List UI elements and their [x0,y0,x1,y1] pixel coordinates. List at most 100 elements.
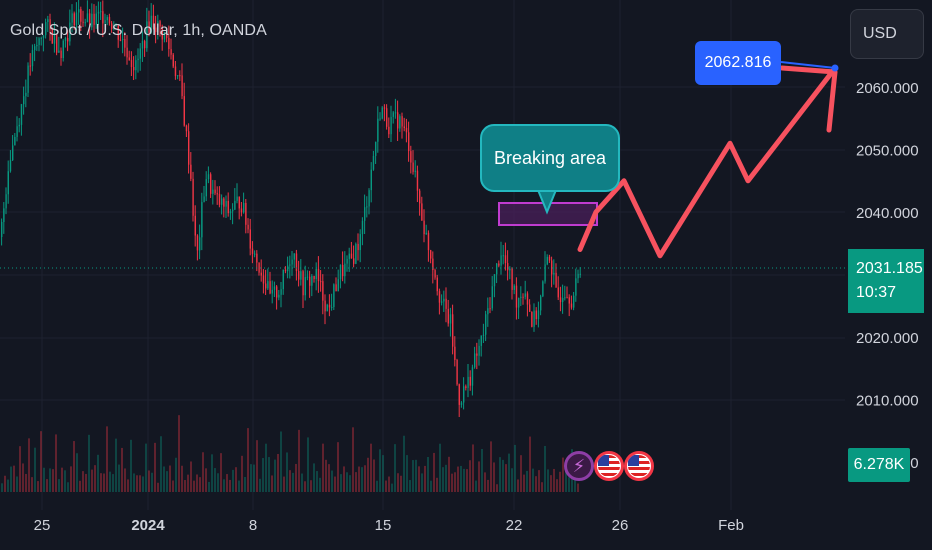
candle-body [29,65,31,67]
candle-body [212,189,214,194]
candle-body [267,281,269,289]
volume-bar [10,466,12,492]
volume-bar [271,475,273,492]
breaking-area-callout[interactable]: Breaking area [480,124,620,192]
volume-bar [262,458,264,492]
volume-bar [34,447,36,492]
candle-body [359,234,361,251]
target-price-label[interactable]: 2062.816 [695,41,781,85]
volume-bar [82,471,84,492]
candle-body [302,271,304,296]
volume-bar [475,480,477,492]
volume-bar [421,473,423,492]
volume-bar [568,477,570,492]
volume-bar [346,472,348,492]
candle-body [64,38,67,41]
volume-bar [337,442,339,492]
volume-bar [436,477,438,492]
candle-body [117,25,119,40]
candle-body [150,15,152,33]
candle-body [485,314,487,335]
volume-bar [331,470,333,492]
candle-body [157,21,159,33]
volume-bar [433,452,435,492]
symbol-title[interactable]: Gold Spot / U.S. Dollar, 1h, OANDA [10,22,267,39]
candle-body [559,297,562,303]
candle-body [269,281,271,294]
candle-body [139,48,141,59]
volume-bar [52,469,54,492]
grid [0,0,845,510]
volume-bar [538,470,540,492]
candle-body [344,263,346,277]
candle-body [339,264,342,280]
candle-body [273,286,276,290]
volume-bar [460,465,462,492]
candle-body [405,127,408,133]
candle-body [579,273,581,275]
volume-bar [151,472,153,492]
candle-body [34,46,36,51]
candle-body [91,13,93,28]
candle-body [304,277,306,296]
lightning-icon[interactable]: ⚡ [564,451,594,481]
currency-button[interactable]: USD [850,9,924,59]
volume-bar [229,479,231,492]
candle-body [416,170,419,191]
candle-body [300,271,302,280]
candle-body [251,248,254,254]
volume-bar [298,429,300,492]
projection-arrow-path[interactable] [577,65,838,259]
candle-body [467,376,469,388]
volume-bar [112,474,114,492]
candle-body [155,27,157,33]
volume-bar [250,464,252,492]
volume-bar [550,475,552,492]
volume-bar [382,455,384,492]
candle-body [130,59,133,68]
volume-bar [109,471,111,492]
candle-body [430,250,432,259]
us-flag-icon[interactable] [624,451,654,481]
candle-body [463,386,465,403]
volume-bar [490,441,492,492]
candle-body [317,268,320,282]
volume-bar [313,463,315,492]
candle-body [27,65,29,93]
time-tick-label: 8 [249,517,257,534]
volume-bar [274,459,276,492]
volume-bar [205,468,207,492]
candle-body [471,367,474,386]
time-axis-panel[interactable] [0,510,932,550]
candle-body [335,284,337,292]
volume-bar [85,473,87,492]
volume-bar [64,470,66,492]
candle-body [476,353,478,356]
candle-body [368,190,370,207]
candle-body [522,296,524,298]
candle-body [69,22,71,42]
volume-bar [67,482,69,492]
volume-bar [76,453,78,492]
candle-body [397,112,399,129]
volume-bar [40,431,42,492]
volume-bar [283,476,285,492]
candle-body [47,19,49,23]
candle-body [141,41,144,49]
volume-bar [202,452,204,492]
candle-body [496,263,498,275]
target-anchor-dot[interactable] [831,64,839,72]
us-flag-icon[interactable] [594,451,624,481]
volume-bar [31,477,33,492]
candle-body [518,297,520,308]
candle-body [38,38,40,46]
candle-body [306,276,309,278]
volume-bar [430,480,432,492]
volume-bar [19,446,21,492]
candle-body [5,194,7,209]
volume-bar [277,453,279,492]
candle-body [419,190,421,204]
candle-body [458,384,460,405]
candle-body [190,164,192,179]
